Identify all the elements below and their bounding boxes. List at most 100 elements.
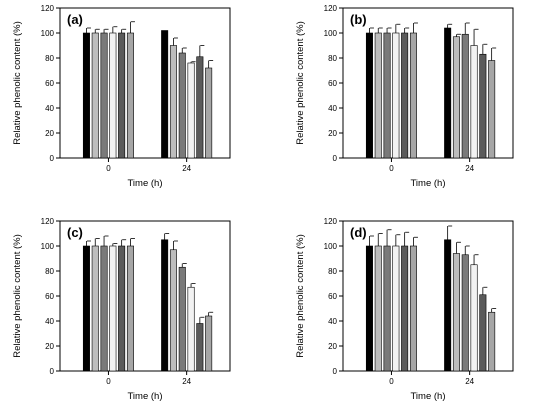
y-tick-label: 80	[45, 267, 54, 276]
bar-series-2-24h	[169, 249, 177, 372]
bar-series-5-24h	[196, 56, 204, 159]
bar-series-6-0h	[409, 245, 417, 372]
y-tick-label: 0	[50, 154, 55, 163]
bar-series-1-24h	[161, 30, 169, 159]
bar-series-1-24h	[444, 27, 452, 159]
panel-label: (c)	[67, 225, 83, 240]
chart-panel-1: 0 20 40 60 80 100 120 0 24 (a) Time (h) Relative ph…	[12, 4, 231, 189]
bar-series-5-0h	[401, 32, 409, 159]
bar-series-5-0h	[118, 32, 126, 159]
y-tick-label: 80	[45, 54, 54, 63]
y-tick-label: 40	[45, 317, 54, 326]
y-tick-label: 20	[45, 129, 54, 138]
y-tick-label: 0	[333, 367, 338, 376]
bar-series-5-24h	[479, 294, 487, 372]
y-tick-label: 120	[41, 4, 55, 13]
bar-series-2-0h	[91, 32, 99, 159]
x-axis-title: Time (h)	[127, 391, 162, 402]
bar-series-2-0h	[91, 245, 99, 372]
x-axis-title: Time (h)	[410, 391, 445, 402]
x-axis-title: Time (h)	[127, 178, 162, 189]
y-tick-label: 40	[45, 104, 54, 113]
bar-series-3-0h	[100, 32, 108, 159]
bar-series-1-24h	[444, 239, 452, 372]
bar-series-1-0h	[365, 245, 373, 372]
panel-label: (b)	[350, 12, 367, 27]
bar-series-5-24h	[479, 53, 487, 159]
bar-series-3-24h	[178, 266, 186, 372]
y-tick-label: 120	[324, 217, 338, 226]
bar-series-3-24h	[461, 33, 469, 159]
panel-label: (a)	[67, 12, 83, 27]
bar-series-2-0h	[374, 245, 382, 372]
y-tick-label: 20	[328, 342, 337, 351]
y-tick-label: 100	[41, 29, 55, 38]
bar-series-2-24h	[169, 45, 177, 159]
bar-series-1-0h	[82, 32, 90, 159]
bar-series-6-0h	[409, 32, 417, 159]
bar-series-4-24h	[470, 45, 478, 159]
x-tick-label: 24	[182, 377, 191, 386]
bar-series-3-24h	[461, 254, 469, 372]
y-tick-label: 60	[328, 79, 337, 88]
y-axis-title: Relative phenolic content (%)	[295, 234, 306, 358]
bar-series-5-0h	[401, 245, 409, 372]
x-axis-title: Time (h)	[410, 178, 445, 189]
bar-series-4-0h	[109, 32, 117, 159]
y-axis-title: Relative phenolic content (%)	[12, 21, 23, 145]
bar-series-2-24h	[452, 36, 460, 159]
bar-series-6-24h	[488, 311, 496, 372]
bar-series-1-24h	[161, 239, 169, 372]
x-tick-label: 0	[389, 164, 394, 173]
y-tick-label: 120	[324, 4, 338, 13]
panel-label: (d)	[350, 225, 367, 240]
chart-panel-2: 0 20 40 60 80 100 120 0 24 (b) Time (h) Relative ph…	[295, 4, 514, 189]
bar-series-4-24h	[470, 264, 478, 372]
y-tick-label: 60	[328, 292, 337, 301]
y-tick-label: 40	[328, 317, 337, 326]
bar-series-6-0h	[126, 32, 134, 159]
bar-series-3-0h	[383, 32, 391, 159]
y-tick-label: 20	[45, 342, 54, 351]
bar-series-6-24h	[205, 315, 213, 372]
bar-series-5-0h	[118, 245, 126, 372]
y-tick-label: 40	[328, 104, 337, 113]
x-tick-label: 24	[182, 164, 191, 173]
y-axis-title: Relative phenolic content (%)	[12, 234, 23, 358]
y-tick-label: 80	[328, 267, 337, 276]
y-tick-label: 60	[45, 79, 54, 88]
bar-series-4-24h	[187, 62, 195, 159]
y-tick-label: 20	[328, 129, 337, 138]
y-axis-title: Relative phenolic content (%)	[295, 21, 306, 145]
x-tick-label: 0	[389, 377, 394, 386]
y-tick-label: 100	[324, 29, 338, 38]
y-tick-label: 0	[50, 367, 55, 376]
y-tick-label: 100	[41, 242, 55, 251]
x-tick-label: 24	[465, 377, 474, 386]
x-tick-label: 0	[106, 377, 111, 386]
bar-series-6-24h	[205, 67, 213, 159]
bar-series-1-0h	[82, 245, 90, 372]
bar-series-5-24h	[196, 323, 204, 372]
bar-series-4-0h	[109, 245, 117, 372]
y-tick-label: 120	[41, 217, 55, 226]
chart-panel-4: 0 20 40 60 80 100 120 0 24 (d) Time (h) Relative ph…	[295, 217, 514, 402]
y-tick-label: 100	[324, 242, 338, 251]
bar-series-1-0h	[365, 32, 373, 159]
bar-series-6-0h	[126, 245, 134, 372]
bar-series-3-0h	[383, 245, 391, 372]
bar-series-4-0h	[392, 32, 400, 159]
y-tick-label: 80	[328, 54, 337, 63]
bar-series-2-24h	[452, 253, 460, 372]
bar-series-3-24h	[178, 52, 186, 159]
chart-panel-3: 0 20 40 60 80 100 120 0 24 (c) Time (h) Relative ph…	[12, 217, 231, 402]
x-tick-label: 0	[106, 164, 111, 173]
bar-series-4-24h	[187, 286, 195, 372]
y-tick-label: 0	[333, 154, 338, 163]
bar-series-2-0h	[374, 32, 382, 159]
y-tick-label: 60	[45, 292, 54, 301]
bar-series-6-24h	[488, 60, 496, 159]
bar-series-4-0h	[392, 245, 400, 372]
x-tick-label: 24	[465, 164, 474, 173]
